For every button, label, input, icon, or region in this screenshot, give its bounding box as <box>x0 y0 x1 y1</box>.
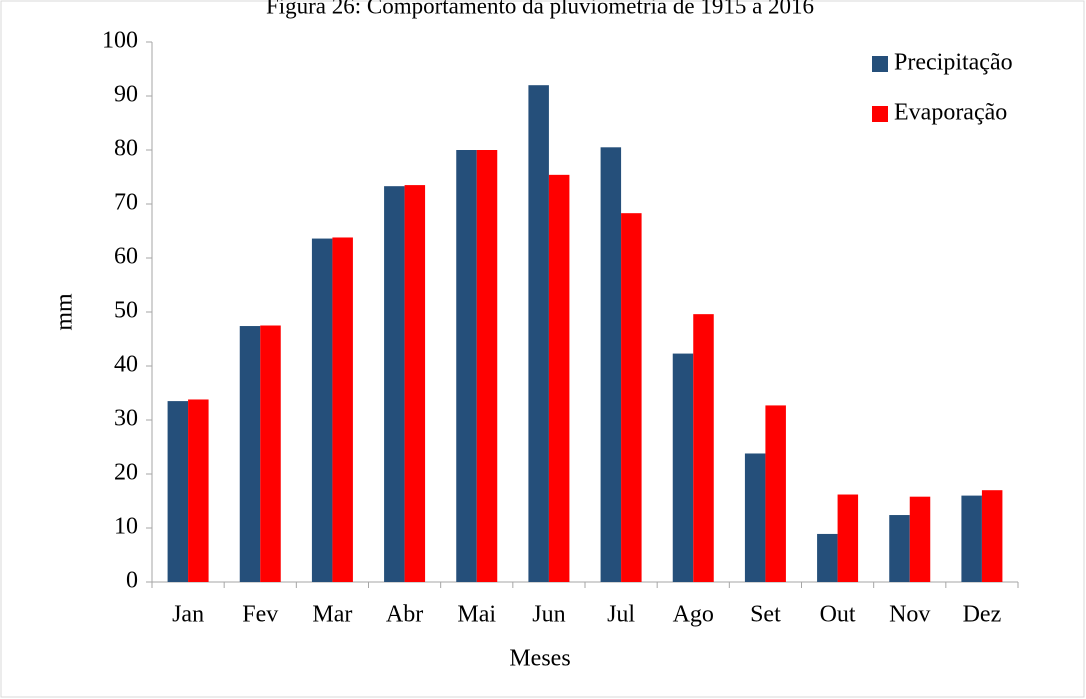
x-tick-label: Abr <box>386 602 423 628</box>
bar <box>744 453 766 582</box>
bar <box>528 85 549 582</box>
x-tick-label: Ago <box>673 602 714 628</box>
y-tick-label: 20 <box>114 460 138 486</box>
x-tick-label: Jan <box>172 602 204 628</box>
x-tick-label: Jul <box>607 602 635 628</box>
bar <box>621 213 642 582</box>
bar <box>404 185 426 582</box>
bar <box>456 150 477 582</box>
y-tick-label: 30 <box>114 406 138 432</box>
y-tick-label: 100 <box>102 28 138 54</box>
y-tick-label: 80 <box>114 136 138 162</box>
bar <box>889 515 910 582</box>
legend-swatch <box>872 56 888 72</box>
x-tick-label: Nov <box>889 602 930 628</box>
bar <box>476 150 498 582</box>
bar <box>693 314 714 582</box>
bar <box>311 238 333 582</box>
x-tick-label: Out <box>820 602 856 628</box>
x-tick-label: Fev <box>242 602 278 628</box>
x-tick-label: Dez <box>963 602 1002 628</box>
y-tick-label: 10 <box>114 514 138 540</box>
bar <box>332 237 353 583</box>
bar <box>961 495 982 582</box>
x-tick-label: Mar <box>312 602 352 628</box>
bar <box>188 399 209 582</box>
bar <box>817 533 838 582</box>
chart-title: Figura 26: Comportamento da pluviometria… <box>266 0 814 18</box>
bar <box>384 186 405 582</box>
legend-swatch <box>872 106 888 122</box>
y-tick-label: 50 <box>114 298 138 324</box>
bar <box>765 405 786 582</box>
x-axis-label: Meses <box>509 646 570 672</box>
bar <box>600 147 622 583</box>
x-tick-label: Jun <box>532 602 565 628</box>
bar <box>837 494 859 582</box>
y-tick-label: 60 <box>114 244 138 270</box>
bar <box>167 401 189 582</box>
y-tick-label: 90 <box>114 82 138 108</box>
legend-label: Precipitação <box>894 50 1013 76</box>
bar <box>672 353 694 582</box>
x-tick-label: Mai <box>457 602 496 628</box>
bar <box>909 496 931 582</box>
x-tick-label: Set <box>750 602 781 628</box>
bar <box>239 326 261 582</box>
y-tick-label: 40 <box>114 352 138 378</box>
bar <box>260 325 281 582</box>
y-axis-label: mm <box>52 293 78 331</box>
legend-label: Evaporação <box>894 100 1007 126</box>
bar <box>548 174 570 582</box>
bar <box>981 490 1003 582</box>
y-tick-label: 70 <box>114 190 138 216</box>
y-tick-label: 0 <box>126 568 138 594</box>
